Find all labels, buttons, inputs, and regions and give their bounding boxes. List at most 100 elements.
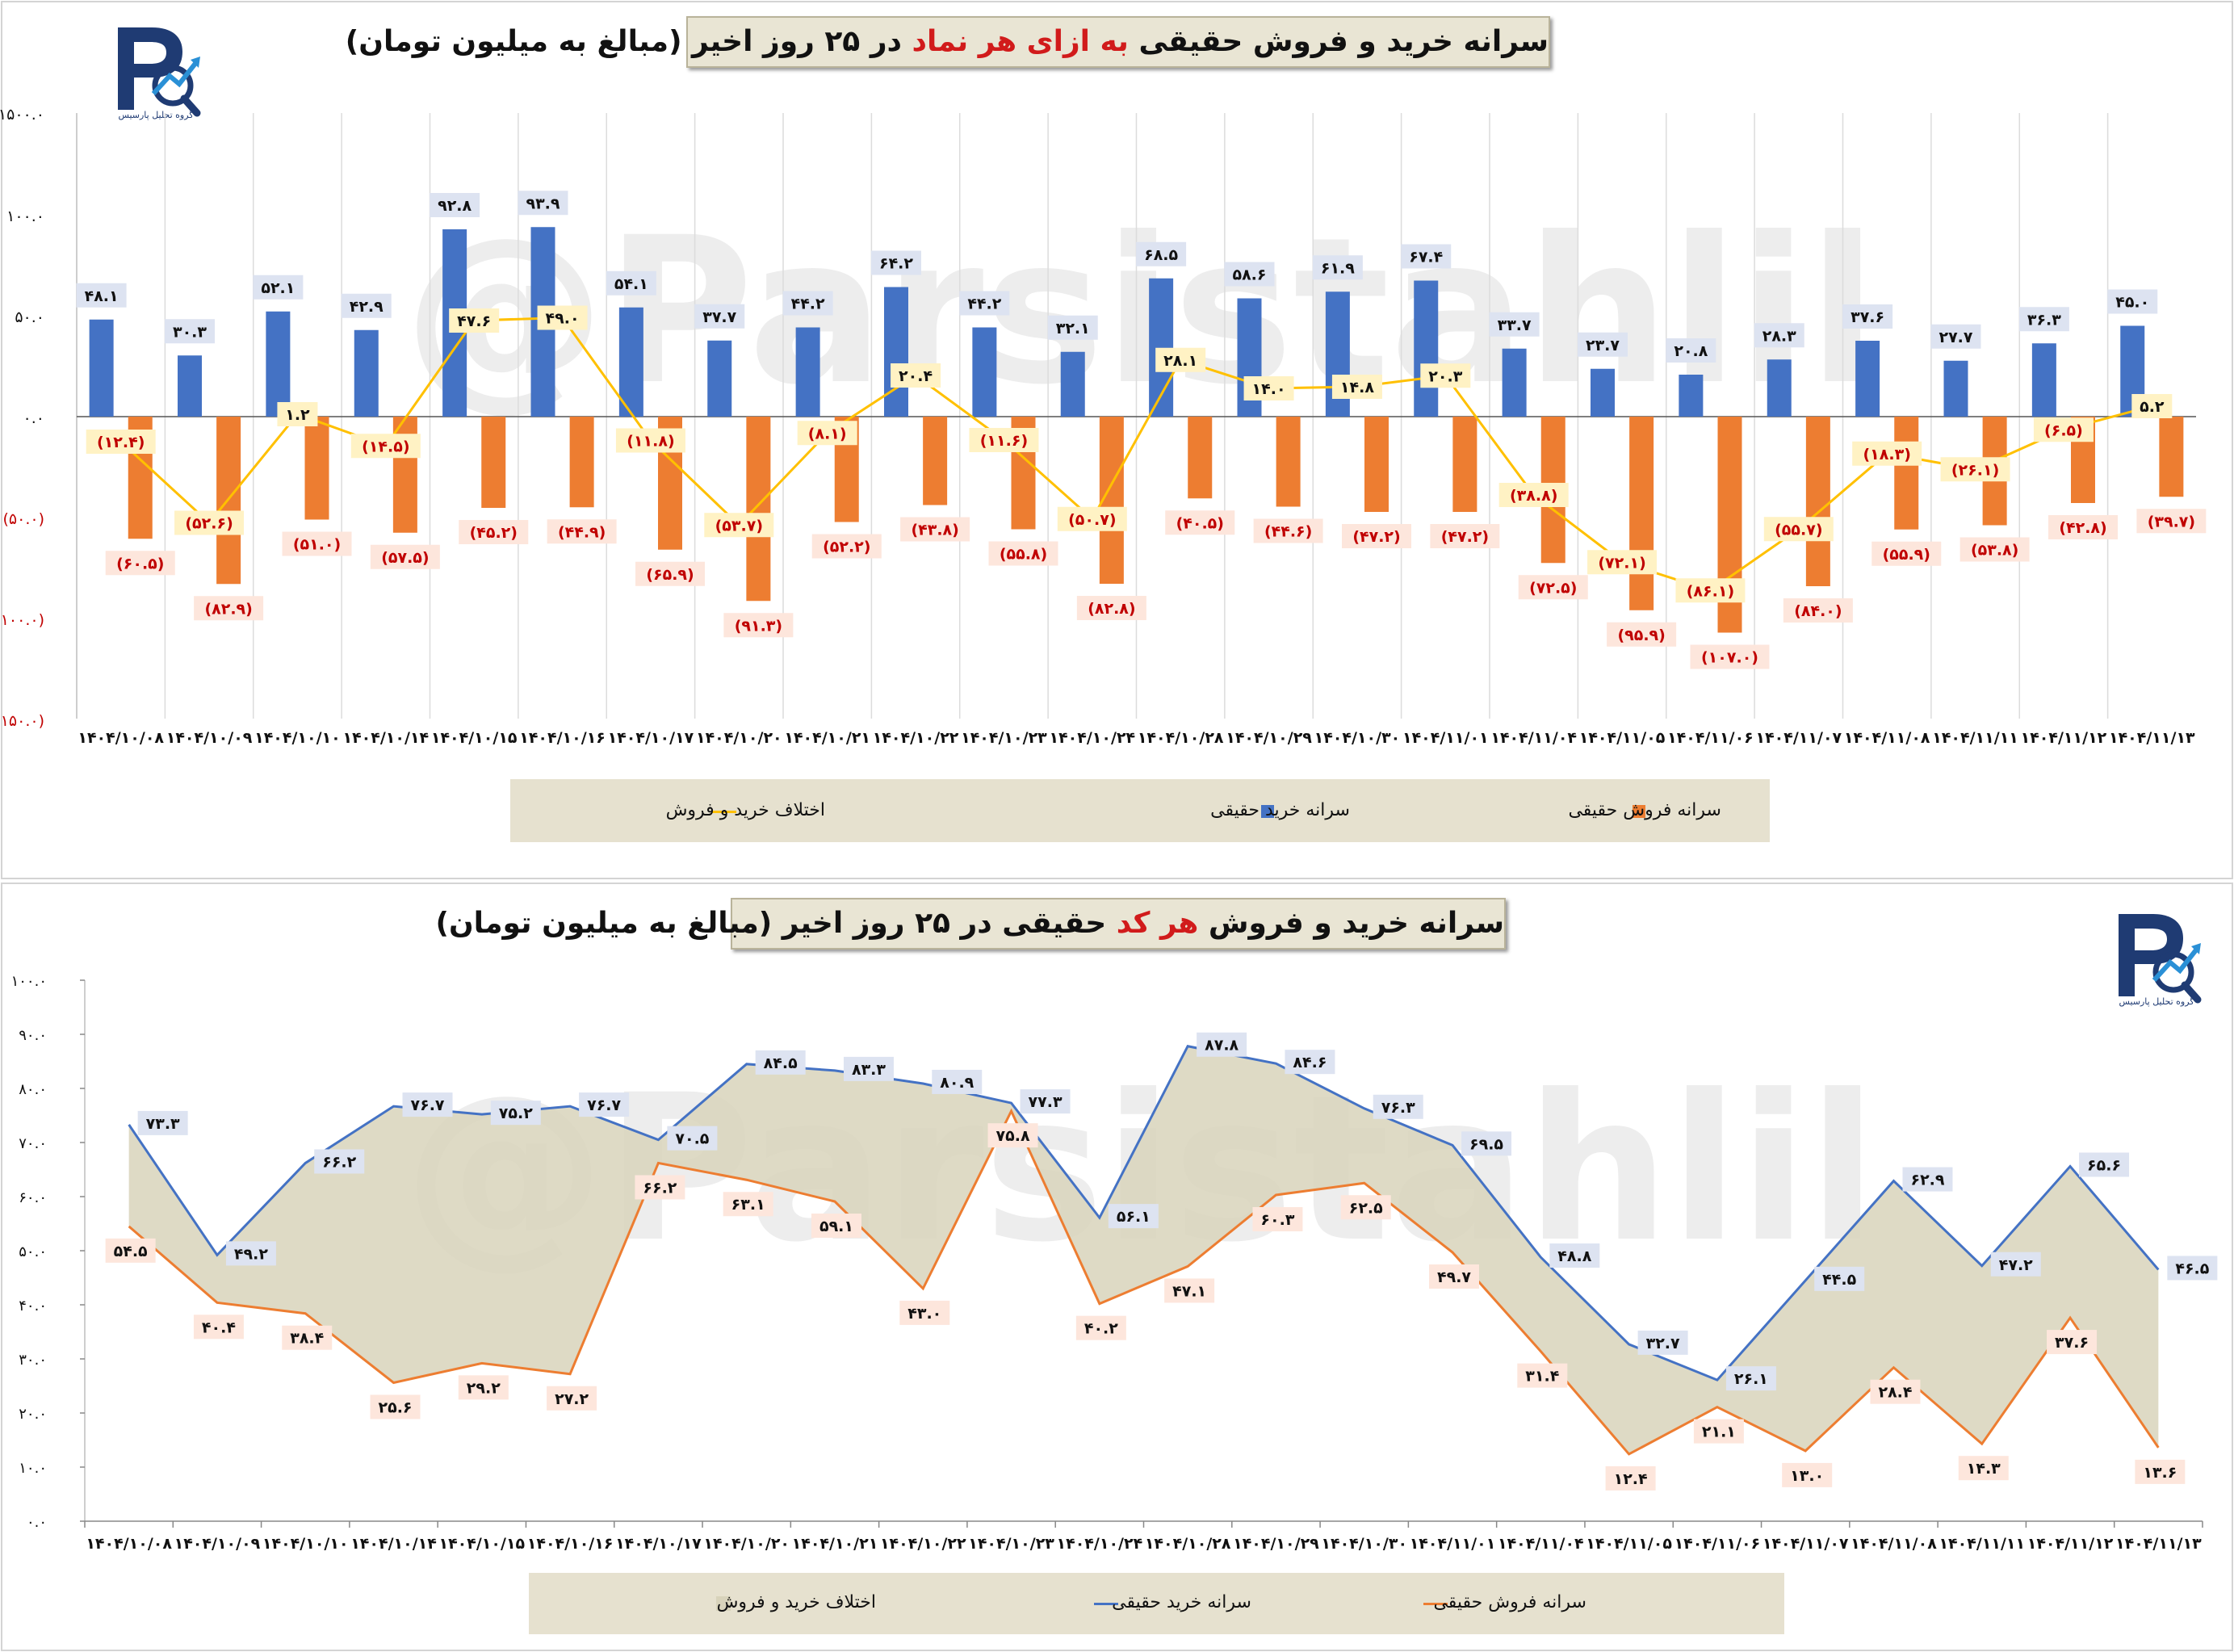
y-tick-label: (۱۵۰.۰) — [0, 712, 44, 730]
diff-value-label-bg — [174, 510, 245, 535]
buy-value-label: ۳۲.۷ — [1646, 1335, 1680, 1352]
sell-value-label: ۱۳.۶ — [2143, 1464, 2177, 1482]
sell-value-label-bg — [193, 1314, 244, 1340]
x-tick-label: ۱۴۰۴/۱۰/۱۴ — [350, 1535, 437, 1553]
chart-1-title: سرانه خرید و فروش حقیقی به ازای هر نماد … — [346, 16, 1550, 68]
sell-value-label: ۴۷.۱ — [1172, 1282, 1206, 1300]
sell-value-label: ۴۰.۲ — [1084, 1320, 1118, 1338]
buy-bar — [795, 327, 820, 417]
sell-bar — [1276, 417, 1301, 507]
buy-value-label: ۴۴.۲ — [791, 296, 825, 313]
legend-buy-swatch — [1261, 805, 1274, 818]
sell-value-label-bg — [105, 1238, 156, 1263]
diff-value-label-bg — [1852, 441, 1922, 466]
x-tick-label: ۱۴۰۴/۱۰/۲۳ — [968, 1535, 1054, 1553]
buy-value-label-bg — [165, 319, 215, 344]
diff-value-label: (۶.۵) — [2044, 421, 2083, 439]
diff-value-label-bg — [449, 308, 500, 333]
buy-value-label-bg — [1842, 304, 1893, 329]
buy-value-label: ۲۳.۷ — [1586, 337, 1620, 354]
buy-value-label-bg — [1549, 1243, 1600, 1268]
buy-bar — [178, 355, 202, 417]
x-tick-label: ۱۴۰۴/۱۱/۱۱ — [1939, 1535, 2025, 1553]
sell-bar — [1894, 417, 1919, 530]
sell-value-label-bg — [2135, 1459, 2186, 1484]
buy-bar — [1679, 375, 1704, 417]
buy-value-label-bg — [1725, 1366, 1776, 1391]
sell-value-label: ۲۹.۲ — [467, 1379, 501, 1397]
y-tick-label: ۱۵۰۰.۰ — [0, 106, 44, 124]
x-tick-label: ۱۴۰۴/۱۰/۱۴ — [342, 729, 429, 747]
buy-value-label: ۵۶.۱ — [1117, 1208, 1151, 1226]
diff-value-label: ۱۴.۸ — [1340, 379, 1374, 396]
sell-value-label-bg — [370, 544, 440, 569]
buy-value-label: ۳۷.۶ — [1850, 308, 1884, 326]
legend-sell-label: سرانه فروش حقیقی — [1433, 1592, 1586, 1612]
buy-value-label: ۷۶.۷ — [411, 1096, 445, 1114]
sell-value-label-bg — [723, 613, 794, 638]
sell-value-label: (۴۰.۵) — [1176, 514, 1224, 532]
diff-value-label: (۱۱.۶) — [980, 432, 1028, 450]
buy-value-label-bg — [1754, 323, 1804, 348]
sell-value-label: ۱۳.۰ — [1790, 1467, 1824, 1485]
diff-value-label: (۸۶.۱) — [1687, 582, 1734, 600]
diff-value-label: (۵۲.۶) — [185, 515, 233, 533]
buy-value-label-bg — [2079, 1152, 2130, 1177]
sell-value-label: (۴۷.۲) — [1441, 528, 1489, 546]
diff-value-label-bg — [797, 421, 857, 446]
x-tick-label: ۱۴۰۴/۱۱/۰۷ — [1755, 729, 1842, 747]
sell-value-label: ۳۷.۶ — [2055, 1334, 2089, 1352]
x-tick-label: ۱۴۰۴/۱۱/۰۱ — [1410, 1535, 1496, 1553]
sell-value-label-bg — [1076, 596, 1146, 620]
sell-value-label: ۳۸.۴ — [290, 1330, 324, 1348]
x-tick-label: ۱۴۰۴/۱۰/۲۲ — [873, 729, 959, 747]
buy-bar — [1767, 359, 1792, 417]
y-tick-label: ۰.۰ — [23, 409, 44, 427]
sell-value-label-bg — [194, 596, 264, 621]
sell-value-label: (۱۰۷.۰) — [1701, 649, 1758, 667]
buy-value-label: ۴۴.۲ — [967, 296, 1001, 313]
x-tick-label: ۱۴۰۴/۱۰/۱۰ — [262, 1535, 349, 1553]
buy-value-label: ۶۱.۹ — [1321, 259, 1355, 277]
buy-bar — [972, 327, 997, 417]
buy-value-label: ۹۳.۹ — [526, 195, 560, 212]
diff-value-label-bg — [1675, 578, 1746, 603]
y-tick-label: ۴۰.۰ — [19, 1298, 47, 1314]
sell-value-label-bg — [1870, 1379, 1921, 1404]
y-tick-label: ۱۰۰.۰ — [6, 208, 44, 225]
x-tick-label: ۱۴۰۴/۱۰/۱۷ — [608, 729, 694, 747]
sell-value-label-bg — [1075, 1315, 1126, 1340]
sell-bar — [923, 417, 948, 505]
x-tick-label: ۱۴۰۴/۱۱/۱۳ — [2109, 729, 2195, 747]
sell-value-label: ۶۲.۵ — [1349, 1199, 1383, 1217]
buy-value-label: ۶۸.۵ — [1144, 246, 1178, 264]
diff-value-label-bg — [2131, 394, 2173, 418]
sell-value-label-bg — [1164, 1278, 1215, 1303]
buy-value-label: ۵۸.۶ — [1232, 266, 1266, 284]
sell-value-label: (۵۳.۸) — [1971, 542, 2018, 560]
buy-bar — [707, 340, 732, 417]
y-tick-label: ۳۰.۰ — [19, 1352, 47, 1369]
sell-value-label-bg — [1607, 622, 1677, 647]
buy-value-label-bg — [755, 1050, 806, 1075]
sell-value-label: (۸۴.۰) — [1794, 602, 1842, 620]
y-tick-label: ۱۰.۰ — [19, 1460, 47, 1477]
buy-value-label: ۴۵.۰ — [2115, 294, 2149, 312]
buy-value-label-bg — [1930, 324, 1981, 349]
y-tick-label: (۵۰.۰) — [3, 510, 44, 528]
sell-value-label: ۱۲.۴ — [1614, 1470, 1648, 1488]
buy-value-label: ۶۶.۲ — [322, 1153, 356, 1171]
sell-value-label-bg — [547, 519, 617, 544]
y-tick-label: ۷۰.۰ — [19, 1135, 47, 1152]
sell-value-label-bg — [1871, 541, 1942, 566]
buy-value-label-bg — [518, 191, 568, 216]
x-tick-label: ۱۴۰۴/۱۰/۲۸ — [1138, 729, 1224, 747]
x-tick-label: ۱۴۰۴/۱۰/۲۲ — [880, 1535, 966, 1553]
diff-value-label-bg — [1243, 376, 1294, 400]
buy-bar — [1591, 368, 1615, 417]
y-tick-label: ۵۰.۰ — [15, 308, 44, 326]
diff-value-label-bg — [1940, 457, 2010, 482]
sell-value-label: ۴۹.۷ — [1437, 1268, 1471, 1286]
buy-value-label-bg — [606, 270, 656, 296]
sell-value-label-bg — [370, 1394, 421, 1419]
